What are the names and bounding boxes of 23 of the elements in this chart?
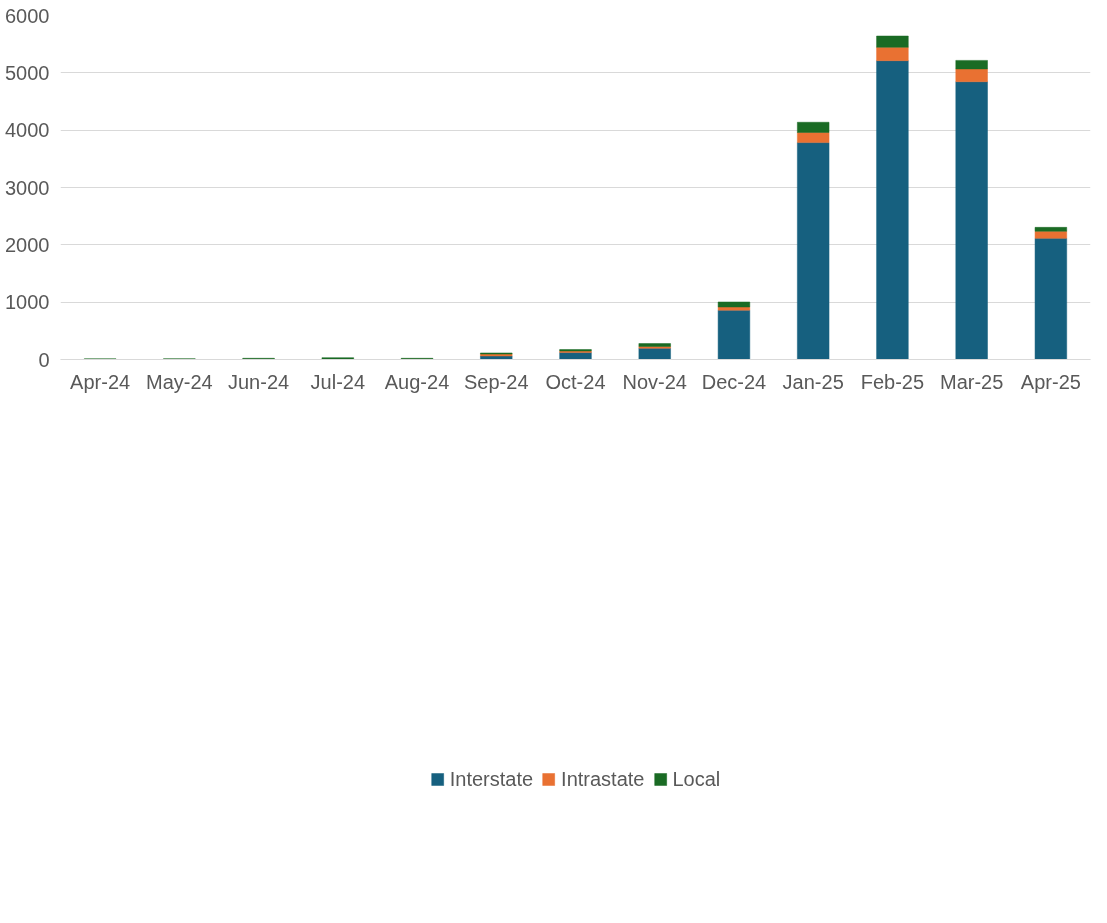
x-tick-label: Sep-24 — [464, 370, 529, 393]
y-tick-label: 0 — [38, 348, 50, 371]
y-tick-label: 2000 — [5, 233, 50, 256]
y-tick-label: 6000 — [5, 4, 50, 27]
x-tick-label: Oct-24 — [545, 370, 606, 393]
y-tick-label: 4000 — [5, 119, 50, 142]
x-tick-label: Nov-24 — [622, 370, 687, 393]
x-tick-label: Apr-24 — [70, 370, 131, 393]
x-tick-label: Jan-25 — [782, 370, 844, 393]
x-tick-label: Apr-25 — [1020, 370, 1081, 393]
x-tick-label: May-24 — [146, 370, 213, 393]
y-tick-label: 5000 — [5, 61, 50, 84]
x-tick-label: Dec-24 — [701, 370, 767, 393]
legend-label: Local — [672, 767, 721, 791]
legend-label: Interstate — [449, 767, 534, 791]
x-tick-label: Jul-24 — [310, 370, 366, 393]
y-tick-label: 1000 — [5, 291, 50, 314]
legend-label: Intrastate — [561, 767, 645, 791]
x-tick-label: Aug-24 — [384, 370, 450, 393]
x-tick-label: Jun-24 — [228, 370, 290, 393]
x-tick-label: Feb-25 — [860, 370, 925, 393]
y-tick-label: 3000 — [5, 176, 50, 199]
x-tick-label: Mar-25 — [939, 370, 1004, 393]
